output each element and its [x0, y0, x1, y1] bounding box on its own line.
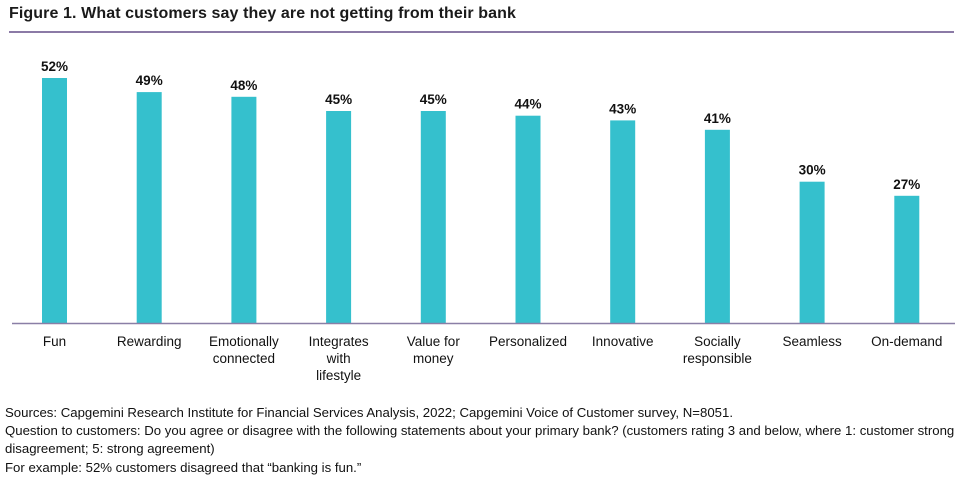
category-label-line: Seamless: [782, 334, 842, 349]
bar-3: [326, 111, 352, 323]
question-note: Question to customers: Do you agree or d…: [5, 423, 955, 457]
bar-chart: 52% 49% 48% 45% 45% 44% 43% 41% 30% 27% Fun Reward…: [12, 59, 955, 383]
title-divider: [9, 31, 954, 33]
bar-1: [136, 92, 162, 323]
bars-group: [42, 78, 920, 324]
category-label-line: On-demand: [871, 334, 942, 349]
category-label-line: Value for: [407, 334, 461, 349]
bar-0: [42, 78, 67, 323]
category-label-line: with: [326, 351, 351, 366]
category-label-line: Innovative: [592, 334, 654, 349]
category-label-2: Emotionally connected: [209, 334, 279, 366]
category-label-line: Fun: [43, 334, 66, 349]
category-label-line: Rewarding: [117, 334, 182, 349]
bar-9: [894, 195, 920, 323]
value-label-8: 30%: [799, 163, 826, 178]
category-label-line: Emotionally: [209, 334, 279, 349]
value-label-9: 27%: [893, 177, 920, 192]
category-label-8: Seamless: [782, 334, 842, 349]
category-label-line: money: [413, 351, 454, 366]
sources-note: Sources: Capgemini Research Institute fo…: [5, 405, 733, 420]
figure-notes: Sources: Capgemini Research Institute fo…: [5, 404, 955, 477]
category-label-4: Value for money: [407, 334, 461, 366]
category-label-6: Innovative: [592, 334, 654, 349]
category-label-line: Integrates: [309, 334, 369, 349]
value-labels-group: 52% 49% 48% 45% 45% 44% 43% 41% 30% 27%: [41, 59, 920, 192]
value-label-6: 43%: [609, 101, 636, 116]
bar-6: [610, 120, 636, 324]
category-label-7: Socially responsible: [683, 334, 752, 366]
category-label-line: lifestyle: [316, 368, 361, 383]
value-label-0: 52%: [41, 59, 68, 74]
category-label-5: Personalized: [489, 334, 567, 349]
bar-2: [231, 96, 257, 323]
category-label-3: Integrates with lifestyle: [309, 334, 369, 383]
value-label-7: 41%: [704, 111, 731, 126]
category-label-1: Rewarding: [117, 334, 182, 349]
category-label-line: Personalized: [489, 334, 567, 349]
example-note: For example: 52% customers disagreed tha…: [5, 459, 362, 475]
category-label-line: connected: [213, 351, 275, 366]
value-label-1: 49%: [136, 73, 163, 88]
category-label-0: Fun: [43, 334, 66, 349]
bar-8: [799, 181, 825, 323]
category-labels-group: Fun Rewarding Emotionally connected Integrat…: [43, 334, 943, 383]
bar-4: [420, 111, 446, 323]
value-label-5: 44%: [514, 97, 541, 112]
category-label-9: On-demand: [871, 334, 942, 349]
category-label-line: responsible: [683, 351, 752, 366]
value-label-4: 45%: [420, 92, 447, 107]
category-label-line: Socially: [694, 334, 741, 349]
bar-7: [704, 129, 730, 323]
bar-5: [515, 115, 541, 323]
figure-title: Figure 1. What customers say they are no…: [9, 5, 517, 22]
value-label-3: 45%: [325, 92, 352, 107]
value-label-2: 48%: [230, 78, 257, 93]
